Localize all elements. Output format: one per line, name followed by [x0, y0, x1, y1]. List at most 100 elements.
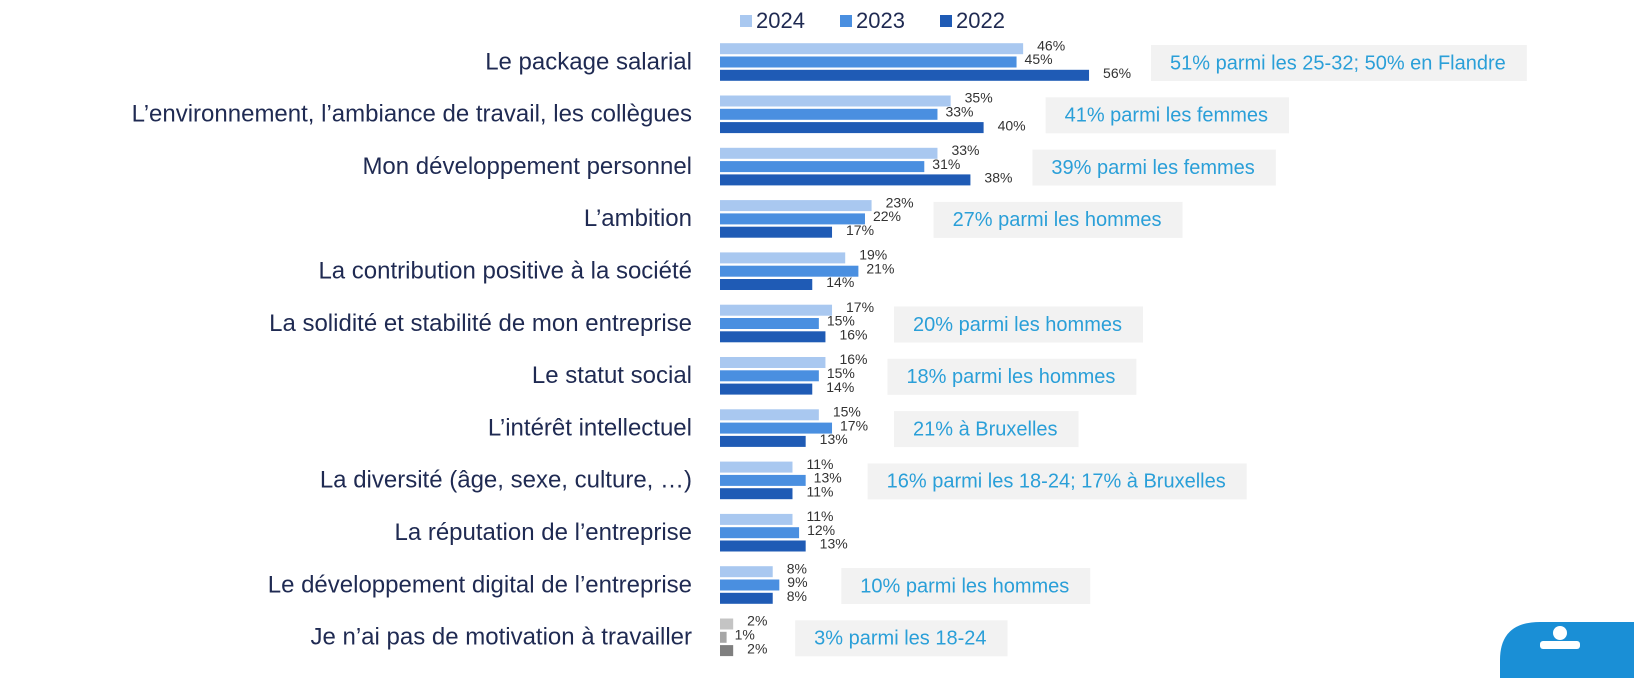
bar: [720, 147, 938, 159]
value-label: 22%: [873, 208, 901, 224]
value-label: 38%: [984, 170, 1012, 186]
bar: [720, 409, 819, 421]
legend-swatch: [840, 15, 852, 27]
bar: [720, 226, 833, 238]
bar: [720, 488, 793, 500]
annotation-text: 21% à Bruxelles: [913, 418, 1058, 440]
category-label: La diversité (âge, sexe, culture, …): [320, 467, 692, 494]
legend-label: 2024: [756, 8, 805, 33]
annotation-text: 3% parmi les 18-24: [814, 628, 986, 650]
category-label: La solidité et stabilité de mon entrepri…: [269, 310, 692, 337]
annotation-text: 27% parmi les hommes: [953, 209, 1162, 231]
bar: [720, 69, 1090, 81]
annotation-box: [1032, 149, 1276, 186]
value-label: 13%: [820, 431, 848, 447]
bar: [720, 200, 872, 212]
annotation: 3% parmi les 18-24: [795, 620, 1008, 657]
bar: [720, 357, 826, 368]
bar: [720, 579, 780, 591]
annotation: 16% parmi les 18-24; 17% à Bruxelles: [867, 463, 1247, 500]
value-label: 16%: [839, 351, 867, 367]
logo-icon: [1540, 641, 1580, 649]
bar: [720, 122, 984, 134]
bar: [720, 422, 833, 434]
value-label: 15%: [827, 365, 855, 381]
bar: [720, 331, 826, 343]
value-label: 2%: [747, 640, 767, 656]
legend-swatch: [740, 15, 752, 27]
legend-label: 2023: [856, 8, 905, 33]
bar: [720, 318, 819, 329]
bar: [720, 95, 951, 107]
value-label: 35%: [965, 90, 993, 106]
logo-icon: [1553, 626, 1567, 640]
category-label: L’intérêt intellectuel: [488, 414, 692, 441]
category-label: L’ambition: [584, 205, 692, 232]
value-label: 11%: [806, 456, 833, 472]
annotation: 41% parmi les femmes: [1045, 97, 1290, 134]
value-label: 13%: [814, 470, 842, 486]
annotation-text: 18% parmi les hommes: [906, 366, 1115, 388]
annotation-box: [887, 358, 1137, 395]
annotation: 51% parmi les 25-32; 50% en Flandre: [1151, 45, 1527, 81]
value-label: 17%: [846, 222, 874, 238]
value-label: 33%: [945, 104, 973, 120]
bar: [720, 645, 734, 657]
bar: [720, 252, 846, 264]
annotation-text: 20% parmi les hommes: [913, 314, 1122, 336]
bar: [720, 56, 1017, 68]
value-label: 40%: [998, 117, 1026, 133]
bar: [720, 174, 971, 186]
value-label: 1%: [735, 627, 755, 643]
value-label: 9%: [787, 574, 807, 590]
value-label: 21%: [866, 260, 894, 276]
bar: [720, 304, 833, 316]
value-label: 33%: [951, 142, 979, 158]
value-label: 17%: [840, 417, 868, 433]
legend-swatch: [940, 15, 952, 27]
annotation: 21% à Bruxelles: [894, 411, 1079, 448]
annotation-box: [1045, 97, 1290, 134]
value-label: 14%: [826, 274, 854, 290]
annotation-text: 51% parmi les 25-32; 50% en Flandre: [1170, 52, 1506, 74]
annotation-text: 39% parmi les femmes: [1051, 157, 1254, 179]
value-label: 46%: [1037, 37, 1065, 53]
value-label: 8%: [787, 588, 807, 604]
annotation-box: [894, 411, 1079, 448]
category-label: La réputation de l’entreprise: [394, 519, 692, 546]
value-label: 13%: [820, 536, 848, 552]
value-label: 16%: [839, 327, 867, 343]
bar: [720, 631, 727, 643]
annotation-box: [933, 201, 1183, 238]
annotation-box: [841, 568, 1091, 604]
annotation: 18% parmi les hommes: [887, 358, 1137, 395]
annotation-text: 16% parmi les 18-24; 17% à Bruxelles: [887, 471, 1226, 493]
category-label: Le package salarial: [485, 48, 692, 75]
value-label: 56%: [1103, 65, 1131, 81]
bar: [720, 435, 806, 447]
bar: [720, 370, 819, 382]
annotation: 39% parmi les femmes: [1032, 149, 1276, 186]
annotation-text: 41% parmi les femmes: [1065, 105, 1268, 127]
value-label: 2%: [747, 613, 767, 629]
category-label: L’environnement, l’ambiance de travail, …: [132, 101, 692, 128]
annotation: 20% parmi les hommes: [894, 306, 1143, 343]
bar: [720, 513, 793, 525]
category-label: La contribution positive à la société: [318, 258, 692, 285]
value-label: 31%: [932, 156, 960, 172]
annotation: 27% parmi les hommes: [933, 201, 1183, 238]
bar: [720, 161, 925, 173]
bar: [720, 108, 938, 120]
category-label: Le développement digital de l’entreprise: [268, 571, 692, 598]
annotation-box: [894, 306, 1143, 343]
value-label: 11%: [806, 508, 833, 524]
bar: [720, 592, 773, 604]
annotation-text: 10% parmi les hommes: [860, 575, 1069, 597]
bar: [720, 527, 800, 539]
bar: [720, 265, 859, 277]
value-label: 8%: [787, 560, 807, 576]
category-label: Le statut social: [532, 362, 692, 389]
annotation: 10% parmi les hommes: [841, 568, 1091, 604]
bar: [720, 461, 793, 473]
value-label: 23%: [886, 194, 914, 210]
